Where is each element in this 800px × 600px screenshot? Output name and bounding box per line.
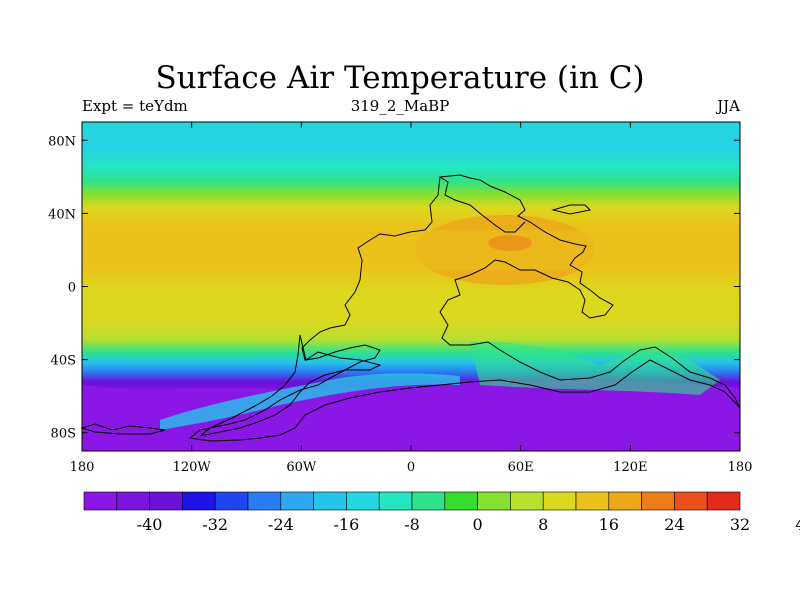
y-tick-label: 80N — [48, 134, 76, 149]
tropical-band — [82, 230, 740, 270]
colorbar-swatch — [477, 491, 511, 511]
colorbar-swatch — [411, 491, 446, 511]
colorbar-swatch — [542, 491, 577, 511]
colorbar-label: 0 — [473, 515, 483, 534]
colorbar-swatch — [182, 491, 216, 511]
colorbar-swatch — [378, 491, 413, 511]
x-axis: 180 120W 60W 0 60E 120E 180 — [70, 122, 753, 475]
y-tick-label: 40N — [48, 207, 76, 222]
colorbar-label: 40 — [795, 515, 800, 534]
colorbar-swatch — [149, 491, 183, 511]
colorbar-label: 8 — [538, 515, 548, 534]
colorbar-label: 24 — [664, 515, 684, 534]
colorbar-swatch — [313, 491, 347, 511]
colorbar-label: -16 — [334, 515, 360, 534]
y-axis: 80N 40N 0 40S 80S — [48, 134, 740, 442]
x-tick-label: 60W — [286, 460, 317, 475]
colorbar-label: 16 — [599, 515, 619, 534]
x-tick-label: 0 — [407, 460, 415, 475]
continent-outline — [188, 174, 741, 442]
colorbar-label: 32 — [730, 515, 750, 534]
colorbar-label: -32 — [202, 515, 228, 534]
colorbar-label: -40 — [137, 515, 163, 534]
northern-coast-detail — [439, 176, 526, 233]
southern-peninsula-outline — [199, 334, 382, 437]
east-island-outline — [551, 204, 592, 215]
colorbar-swatch — [706, 491, 741, 511]
colorbar-swatch — [674, 491, 708, 511]
temperature-field — [82, 122, 740, 451]
x-tick-label: 60E — [508, 460, 534, 475]
y-tick-label: 40S — [51, 354, 76, 369]
colorbar-label: -8 — [404, 515, 420, 534]
colorbar-swatch — [444, 491, 478, 511]
y-tick-label: 0 — [68, 281, 76, 296]
colorbar-swatch — [608, 491, 642, 511]
colorbar-swatch — [346, 491, 380, 511]
colorbar-swatch — [280, 491, 314, 511]
western-islands-outline — [80, 423, 166, 435]
x-tick-label: 180 — [70, 460, 95, 475]
subtitle: 319_2_MaBP — [350, 97, 450, 115]
x-tick-label: 180 — [728, 460, 753, 475]
experiment-label: Expt = teYdm — [82, 97, 188, 115]
x-tick-label: 120E — [613, 460, 647, 475]
colorbar: -40 -32 -24 -16 -8 0 8 16 24 32 40 — [83, 491, 800, 534]
season-label: JJA — [717, 97, 740, 115]
chart-title: Surface Air Temperature (in C) — [155, 60, 645, 96]
southern-gradient-band — [160, 373, 460, 430]
colorbar-swatch — [641, 491, 675, 511]
x-tick-label: 120W — [173, 460, 212, 475]
colorbar-swatch — [116, 491, 150, 511]
y-tick-label: 80S — [51, 427, 76, 442]
colorbar-swatch — [510, 491, 544, 511]
colorbar-label: -24 — [268, 515, 294, 534]
colorbar-swatch — [575, 491, 610, 511]
colorbar-swatch — [214, 491, 249, 511]
colorbar-swatch — [247, 491, 282, 511]
colorbar-swatch — [83, 491, 118, 511]
southern-continent-cool — [470, 341, 720, 395]
